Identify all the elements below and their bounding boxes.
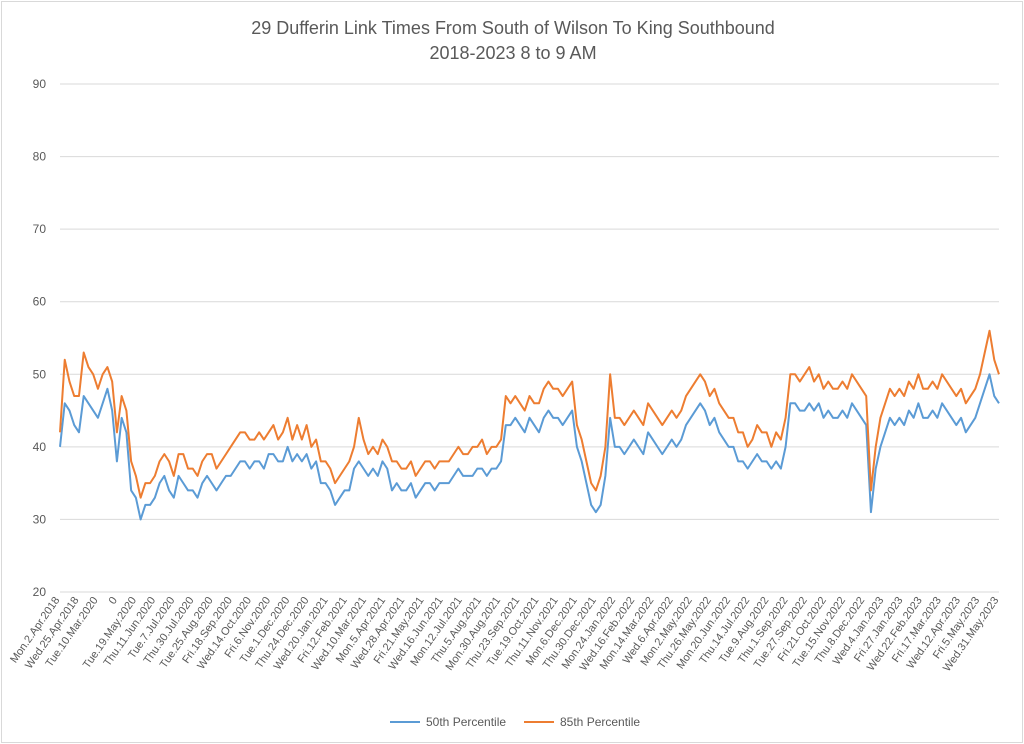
series-line-50th-percentile	[59, 373, 1000, 521]
series-line-85th-percentile	[59, 329, 1000, 499]
legend: 50th Percentile 85th Percentile	[390, 715, 640, 729]
y-tick-label: 60	[33, 295, 47, 309]
legend-label: 85th Percentile	[560, 715, 640, 729]
y-tick-label: 20	[33, 585, 47, 599]
y-tick-label: 40	[33, 440, 47, 454]
x-axis-ticks: Mon.2.Apr.2018Wed.25.Apr.2018Tue.10.Mar.…	[8, 595, 1001, 674]
x-tick-label: 0	[107, 595, 120, 607]
legend-label: 50th Percentile	[426, 715, 506, 729]
chart-title: 29 Dufferin Link Times From South of Wil…	[251, 18, 775, 63]
chart-title-line-2: 2018-2023 8 to 9 AM	[429, 43, 596, 63]
gridlines	[60, 83, 999, 593]
y-tick-label: 80	[33, 150, 47, 164]
y-tick-label: 30	[33, 512, 47, 526]
plot-area	[59, 329, 1000, 521]
y-axis-ticks: 20 30 40 50 60 70 80 90	[33, 77, 47, 599]
y-tick-label: 70	[33, 222, 47, 236]
y-tick-label: 90	[33, 77, 47, 91]
chart-title-line-1: 29 Dufferin Link Times From South of Wil…	[251, 18, 775, 38]
y-tick-label: 50	[33, 367, 47, 381]
